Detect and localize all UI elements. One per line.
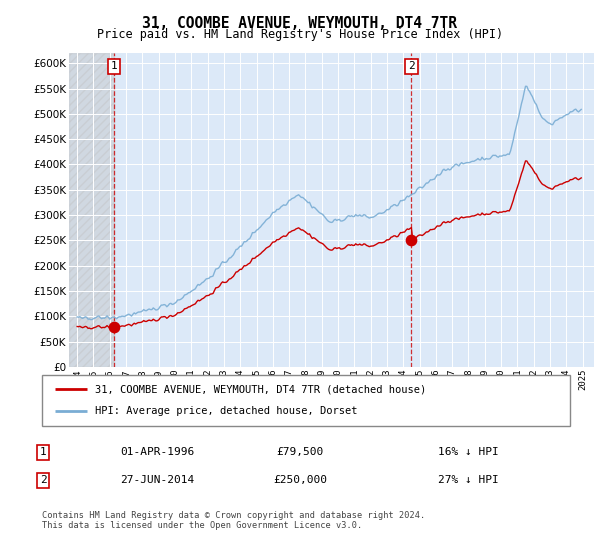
Text: 16% ↓ HPI: 16% ↓ HPI [438,447,499,458]
Text: 2: 2 [40,475,47,486]
Text: 27-JUN-2014: 27-JUN-2014 [120,475,194,486]
Text: 01-APR-1996: 01-APR-1996 [120,447,194,458]
Point [109,322,119,331]
Text: 1: 1 [40,447,47,458]
Text: HPI: Average price, detached house, Dorset: HPI: Average price, detached house, Dors… [95,407,358,417]
Text: Price paid vs. HM Land Registry's House Price Index (HPI): Price paid vs. HM Land Registry's House … [97,28,503,41]
Text: 2: 2 [408,62,415,71]
Text: 1: 1 [110,62,117,71]
Bar [69,53,114,367]
Text: 31, COOMBE AVENUE, WEYMOUTH, DT4 7TR (detached house): 31, COOMBE AVENUE, WEYMOUTH, DT4 7TR (de… [95,384,426,394]
Text: Contains HM Land Registry data © Crown copyright and database right 2024.
This d: Contains HM Land Registry data © Crown c… [42,511,425,530]
Text: 27% ↓ HPI: 27% ↓ HPI [438,475,499,486]
Text: £79,500: £79,500 [277,447,323,458]
Point [407,236,416,245]
Text: 31, COOMBE AVENUE, WEYMOUTH, DT4 7TR: 31, COOMBE AVENUE, WEYMOUTH, DT4 7TR [143,16,458,31]
Text: £250,000: £250,000 [273,475,327,486]
